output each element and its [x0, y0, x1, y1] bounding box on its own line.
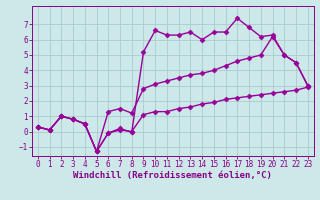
X-axis label: Windchill (Refroidissement éolien,°C): Windchill (Refroidissement éolien,°C): [73, 171, 272, 180]
